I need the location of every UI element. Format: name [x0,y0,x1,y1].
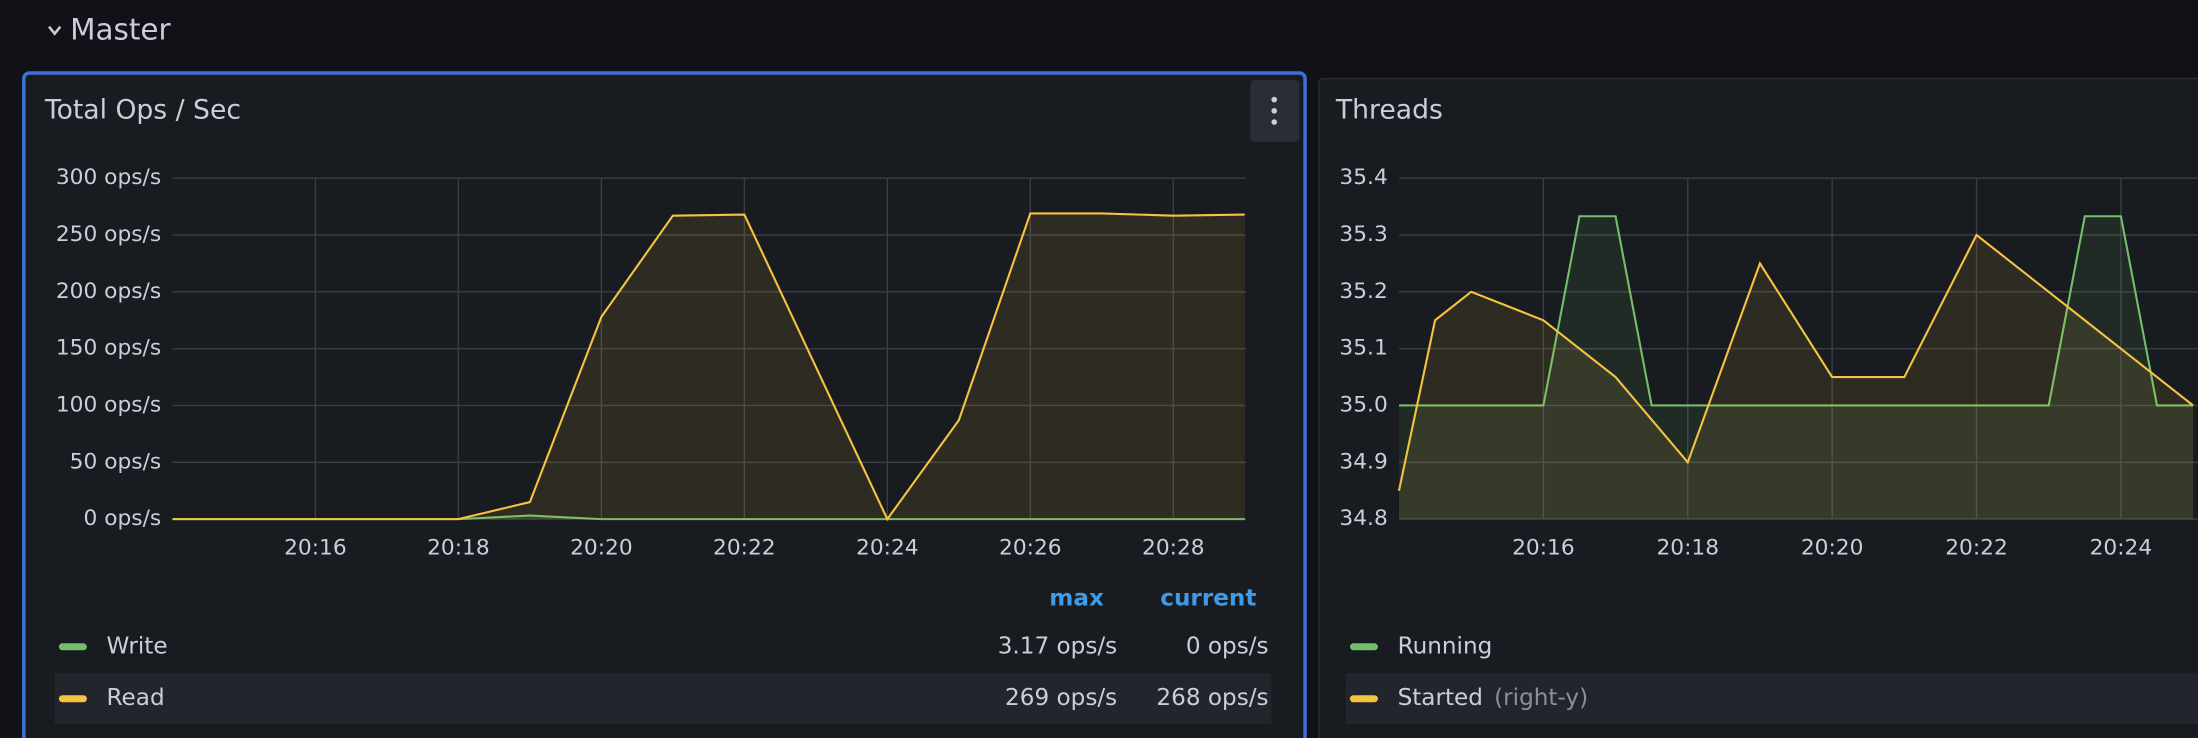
legend-stat: 269 ops/s [1005,685,1117,711]
menu-dot [1271,119,1278,125]
y-tick-label: 100 ops/s [56,392,161,417]
y-tick-label: 35.3 [1339,222,1387,247]
menu-dot [1271,96,1278,103]
x-tick-label: 20:24 [2090,536,2153,561]
panel-title: Total Ops / Sec [44,94,241,125]
legend-stat: 3.17 ops/s [998,633,1118,659]
series-line [1397,233,2194,491]
y-tick-label: 50 ops/s [70,449,162,474]
x-tick-label: 20:18 [427,536,490,561]
legend-stat: 0 ops/s [1186,633,1269,659]
collapse-chevron[interactable] [48,25,62,36]
series-area [1398,235,2194,520]
y-tick-label: 300 ops/s [56,165,161,190]
legend-column-header[interactable]: current [1160,586,1256,612]
legend-swatch [58,643,87,651]
legend-stat: 268 ops/s [1156,685,1268,711]
legend-column-header[interactable]: max [1049,586,1104,612]
panel-title: Threads [1335,94,1443,125]
y-tick-label: 35.1 [1339,336,1387,361]
x-tick-label: 20:20 [1801,536,1864,561]
x-tick-label: 20:22 [713,536,776,561]
section-title[interactable]: Master [70,12,171,46]
series-line [172,212,1245,522]
series-line [1398,215,2194,407]
legend-swatch [1349,643,1378,651]
panel[interactable] [1318,77,2198,738]
y-tick-label: 200 ops/s [56,279,161,304]
y-tick-label: 150 ops/s [56,336,161,361]
x-tick-label: 20:26 [999,536,1062,561]
y-tick-label: 34.9 [1339,449,1387,474]
x-tick-label: 20:20 [570,536,633,561]
legend-label[interactable]: Started [1398,685,1483,711]
x-tick-label: 20:16 [1512,536,1575,561]
x-tick-label: 20:28 [1142,536,1205,561]
y-tick-label: 35.2 [1339,279,1387,304]
y-tick-label: 0 ops/s [83,506,161,531]
legend-label[interactable]: Running [1398,633,1493,659]
legend-row-bg [1345,673,2198,724]
x-tick-label: 20:22 [1945,536,2008,561]
series-area [1398,216,2194,520]
legend-label[interactable]: Read [107,685,165,711]
y-tick-label: 35.4 [1339,165,1387,190]
legend-row-bg [54,673,1272,724]
legend-axis-note: (right-y) [1494,685,1588,711]
y-tick-label: 250 ops/s [56,222,161,247]
y-tick-label: 34.8 [1339,506,1387,531]
x-tick-label: 20:24 [856,536,919,561]
x-tick-label: 20:16 [284,536,347,561]
legend-swatch [1349,695,1378,703]
legend-label[interactable]: Write [107,633,168,659]
legend-swatch [58,695,87,703]
y-tick-label: 35.0 [1339,392,1387,417]
menu-dot [1271,108,1278,114]
series-area [172,213,1245,520]
x-tick-label: 20:18 [1656,536,1719,561]
